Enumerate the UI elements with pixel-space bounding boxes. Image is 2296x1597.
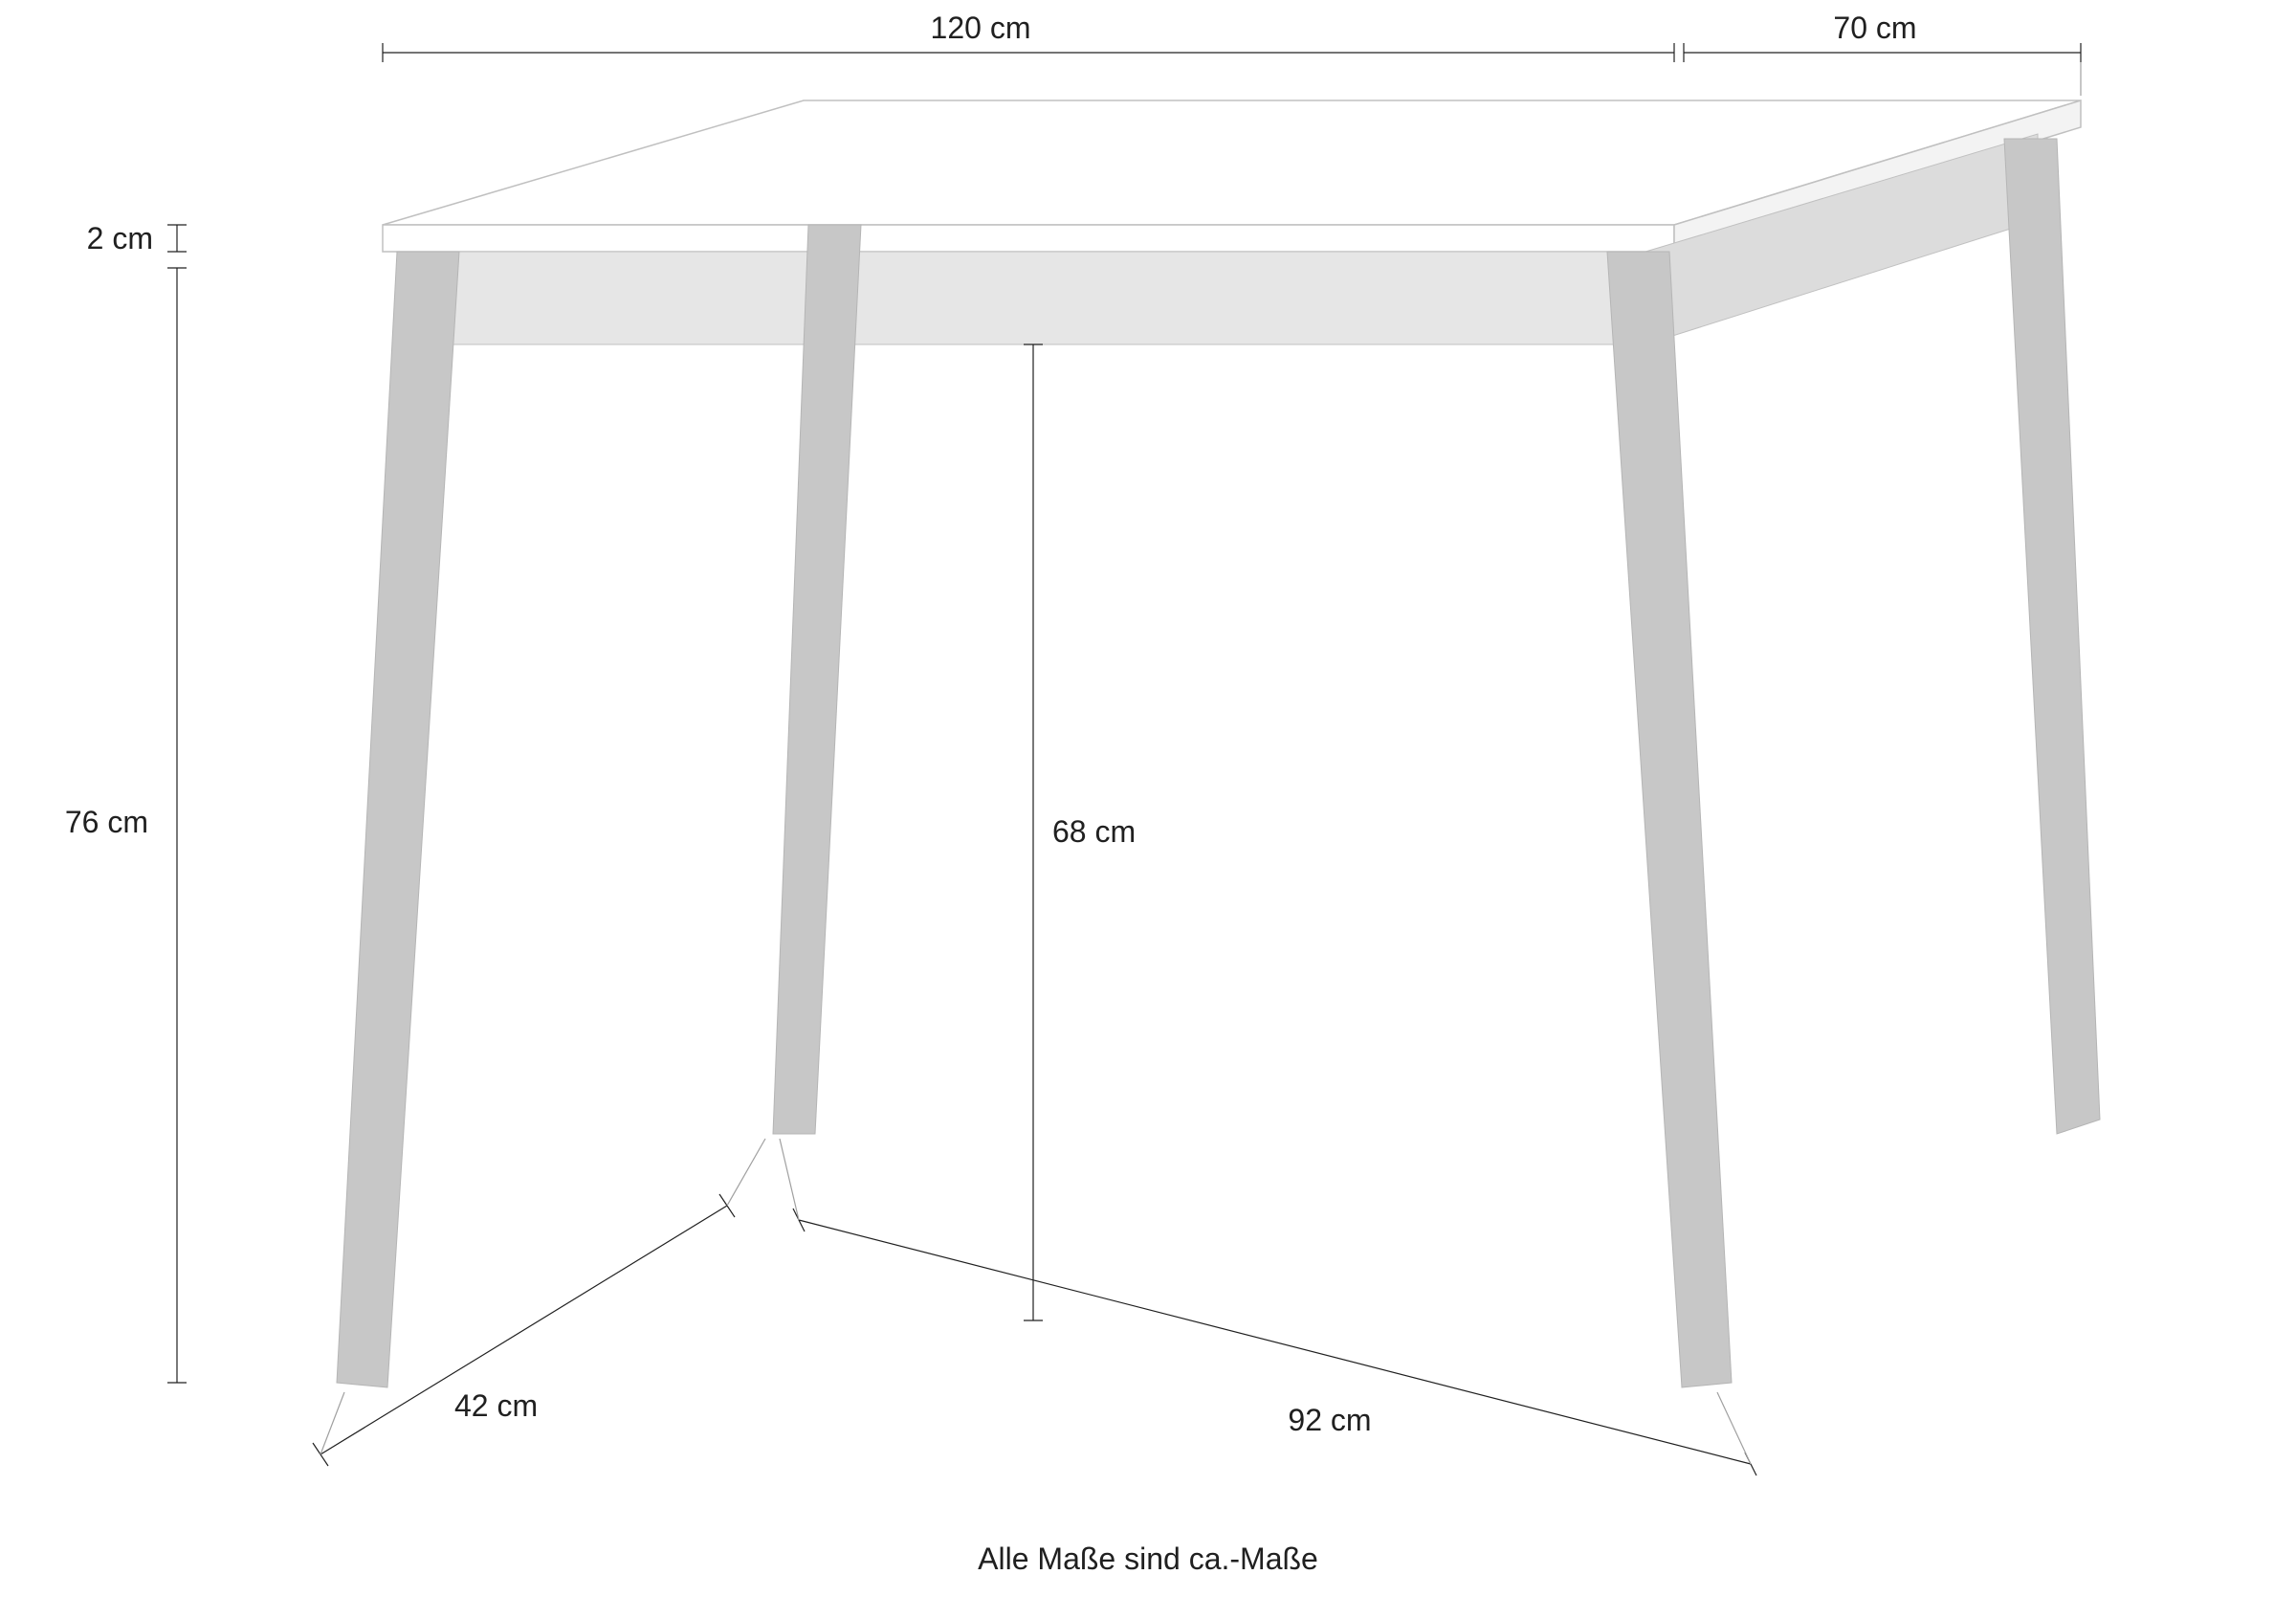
label-width-120: 120 cm [931, 11, 1031, 45]
label-floorwidth-92: 92 cm [1288, 1403, 1371, 1437]
label-underheight-68: 68 cm [1052, 814, 1136, 849]
label-height-76: 76 cm [65, 805, 148, 839]
leg-back-left [773, 225, 861, 1134]
caption: Alle Maße sind ca.-Maße [978, 1542, 1318, 1576]
dim-thickness-2 [167, 225, 187, 252]
dim-underheight-68 [1024, 344, 1043, 1320]
dim-depth-70 [1684, 43, 2081, 96]
leg-front-left [337, 252, 459, 1387]
label-thickness-2: 2 cm [87, 221, 153, 255]
label-floordepth-42: 42 cm [454, 1388, 538, 1423]
dim-width-120 [383, 43, 1674, 62]
dim-floorwidth-92 [780, 1139, 1756, 1475]
label-depth-70: 70 cm [1833, 11, 1916, 45]
table-dimension-diagram: 120 cm 70 cm 2 cm 76 cm 68 cm 42 cm 92 c… [0, 0, 2296, 1597]
leg-back-right [2004, 139, 2100, 1134]
leg-front-right [1607, 252, 1732, 1387]
dim-height-76 [167, 268, 187, 1383]
